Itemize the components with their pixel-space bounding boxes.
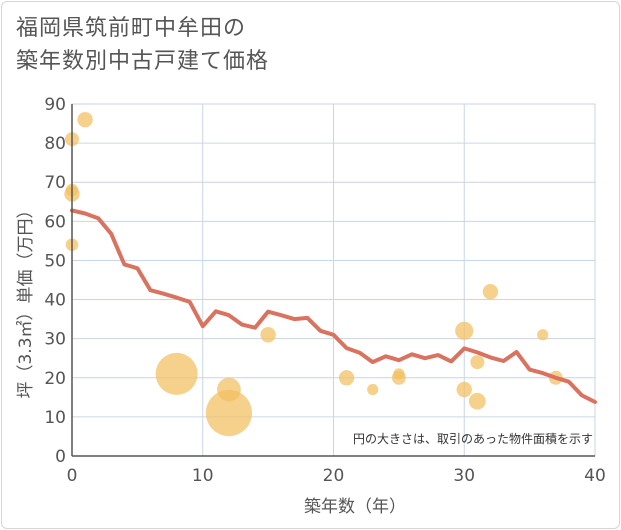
x-tick-label: 40 [584,466,606,486]
y-tick-label: 90 [44,95,66,115]
data-bubble [367,383,379,396]
bubbles [64,111,563,437]
axes: 0 10 20 30 40 50 60 70 80 90 0 10 20 30 40 [44,95,605,486]
chart-title: 福岡県筑前町中牟田の 築年数別中古戸建て価格 [16,12,269,78]
data-bubble [456,381,472,398]
y-tick-label: 0 [55,447,66,467]
y-tick-label: 70 [44,173,66,193]
x-tick-label: 10 [192,466,214,486]
data-bubble [155,352,198,395]
x-tick-label: 0 [67,466,78,486]
data-bubble [205,389,252,437]
data-bubble [468,392,486,410]
title-line-1: 福岡県筑前町中牟田の [16,16,247,41]
size-note: 円の大きさは、取引のあった物件面積を示す [353,431,593,446]
y-tick-label: 60 [44,212,66,232]
data-bubble [537,329,549,341]
data-bubble [470,355,485,370]
y-tick-label: 20 [44,369,66,389]
data-bubble [455,321,474,340]
data-bubble [338,370,355,386]
grid [71,103,596,457]
y-tick-label: 10 [44,408,66,428]
x-tick-label: 20 [323,466,345,486]
y-tick-label: 40 [44,291,66,311]
data-bubble [77,111,93,128]
x-axis-label: 築年数（年） [304,497,406,517]
y-tick-label: 30 [44,330,66,350]
x-tick-label: 30 [453,466,475,486]
y-tick-label: 50 [44,251,66,271]
y-axis-label: 坪（3.3㎡）単価（万円） [16,201,36,398]
trend-line [70,208,597,404]
data-bubble [482,284,499,300]
title-line-2: 築年数別中古戸建て価格 [16,49,270,74]
data-bubble [260,327,276,343]
data-bubble [393,368,405,380]
y-tick-label: 80 [44,134,66,154]
trend-line-group [70,208,597,404]
